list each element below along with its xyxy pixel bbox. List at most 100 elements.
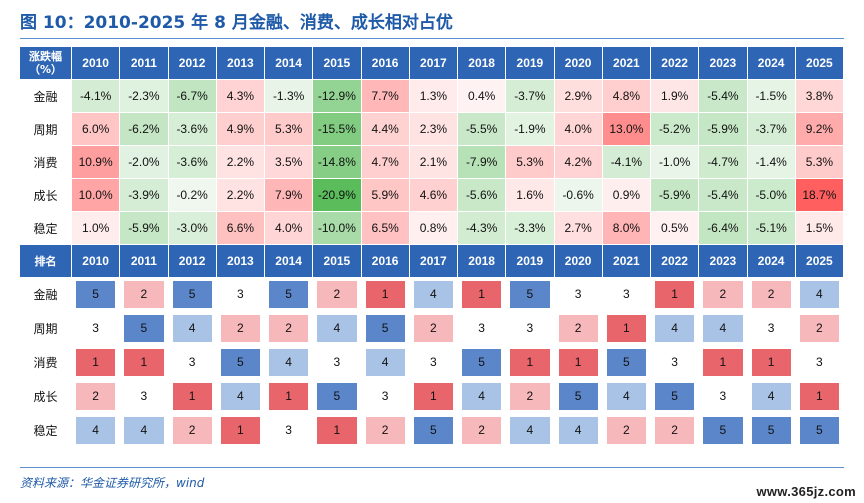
return-cell: 10.0% [72, 179, 121, 212]
return-cell: 13.0% [602, 113, 651, 146]
ranks-header-row: 排名 2010 2011 2012 2013 2014 2015 2016 2017 2018 20… [20, 245, 844, 278]
rank-value: 1 [172, 383, 212, 410]
year-header: 2015 [313, 245, 362, 278]
rank-cell: 2 [409, 312, 458, 346]
year-header: 2014 [265, 47, 314, 80]
performance-table: 涨跌幅 （%） 2010 2011 2012 2013 2014 2015 2016 2017 2… [20, 47, 844, 448]
rank-cell: 4 [168, 312, 217, 346]
rank-value: 2 [510, 383, 550, 410]
rank-value: 1 [365, 281, 405, 308]
rank-cell: 5 [216, 346, 265, 380]
return-cell: 1.5% [795, 212, 844, 245]
rank-value: 2 [703, 281, 743, 308]
return-cell: -1.3% [265, 80, 314, 113]
rank-value: 3 [703, 383, 743, 410]
return-cell: 5.9% [361, 179, 410, 212]
rank-value: 5 [606, 349, 646, 376]
return-cell: 4.8% [602, 80, 651, 113]
return-cell: 5.3% [265, 113, 314, 146]
year-header: 2010 [72, 245, 121, 278]
year-header: 2021 [602, 47, 651, 80]
rank-cell: 5 [361, 312, 410, 346]
rank-cell: 4 [120, 414, 169, 448]
year-header: 2012 [168, 47, 217, 80]
rank-cell: 1 [265, 380, 314, 414]
return-cell: 6.0% [72, 113, 121, 146]
rank-value: 3 [462, 315, 502, 342]
year-header: 2025 [795, 47, 844, 80]
rank-value: 1 [751, 349, 791, 376]
rank-cell: 3 [168, 346, 217, 380]
rank-value: 1 [413, 383, 453, 410]
rank-cell: 2 [313, 278, 362, 312]
rank-row: 金融 5 2 5 3 5 2 1 4 1 5 3 3 1 2 2 4 [20, 278, 844, 312]
rank-value: 3 [365, 383, 405, 410]
return-cell: -3.3% [506, 212, 555, 245]
sector-label: 金融 [20, 278, 72, 312]
year-header: 2024 [747, 245, 796, 278]
year-header: 2023 [699, 47, 748, 80]
rank-cell: 5 [747, 414, 796, 448]
rank-value: 5 [655, 383, 695, 410]
return-cell: -5.4% [699, 80, 748, 113]
return-cell: -15.5% [313, 113, 362, 146]
return-cell: 6.6% [216, 212, 265, 245]
rank-cell: 5 [313, 380, 362, 414]
return-cell: -5.9% [699, 113, 748, 146]
year-header: 2014 [265, 245, 314, 278]
return-cell: -2.0% [120, 146, 169, 179]
rank-cell: 3 [747, 312, 796, 346]
year-header: 2023 [699, 245, 748, 278]
return-cell: -5.4% [699, 179, 748, 212]
return-cell: -12.9% [313, 80, 362, 113]
return-cell: -7.9% [458, 146, 507, 179]
rank-value: 1 [558, 349, 598, 376]
return-cell: 2.1% [409, 146, 458, 179]
rank-value: 4 [462, 383, 502, 410]
rank-value: 4 [317, 315, 357, 342]
rank-cell: 4 [216, 380, 265, 414]
rank-cell: 1 [216, 414, 265, 448]
rank-value: 2 [558, 315, 598, 342]
rank-cell: 2 [795, 312, 844, 346]
rank-value: 4 [558, 417, 598, 444]
rank-cell: 5 [72, 278, 121, 312]
rank-value: 2 [124, 281, 164, 308]
return-cell: 4.3% [216, 80, 265, 113]
year-header: 2018 [458, 245, 507, 278]
rank-cell: 4 [361, 346, 410, 380]
sector-label: 成长 [20, 179, 72, 212]
rank-value: 2 [655, 417, 695, 444]
return-cell: -3.6% [168, 146, 217, 179]
return-cell: -5.6% [458, 179, 507, 212]
rank-row: 稳定 4 4 2 1 3 1 2 5 2 4 4 2 2 5 5 5 [20, 414, 844, 448]
return-cell: 4.0% [265, 212, 314, 245]
rank-value: 2 [269, 315, 309, 342]
return-cell: -6.7% [168, 80, 217, 113]
return-cell: -3.6% [168, 113, 217, 146]
source-divider [20, 467, 844, 468]
returns-row: 成长 10.0% -3.9% -0.2% 2.2% 7.9% -20.9% 5.9% 4.6% -… [20, 179, 844, 212]
return-cell: 1.3% [409, 80, 458, 113]
return-cell: 8.0% [602, 212, 651, 245]
rank-cell: 5 [409, 414, 458, 448]
rank-cell: 3 [313, 346, 362, 380]
rank-cell: 2 [458, 414, 507, 448]
return-cell: -6.4% [699, 212, 748, 245]
rank-value: 2 [606, 417, 646, 444]
rank-value: 1 [655, 281, 695, 308]
return-cell: -2.3% [120, 80, 169, 113]
rank-value: 3 [317, 349, 357, 376]
rank-cell: 2 [361, 414, 410, 448]
rank-value: 1 [76, 349, 116, 376]
rank-cell: 5 [554, 380, 603, 414]
rank-cell: 3 [72, 312, 121, 346]
rank-value: 5 [799, 417, 839, 444]
rank-cell: 3 [265, 414, 314, 448]
rank-value: 5 [317, 383, 357, 410]
rank-value: 2 [751, 281, 791, 308]
rank-cell: 2 [699, 278, 748, 312]
rank-value: 2 [413, 315, 453, 342]
rank-cell: 1 [72, 346, 121, 380]
rank-cell: 1 [602, 312, 651, 346]
